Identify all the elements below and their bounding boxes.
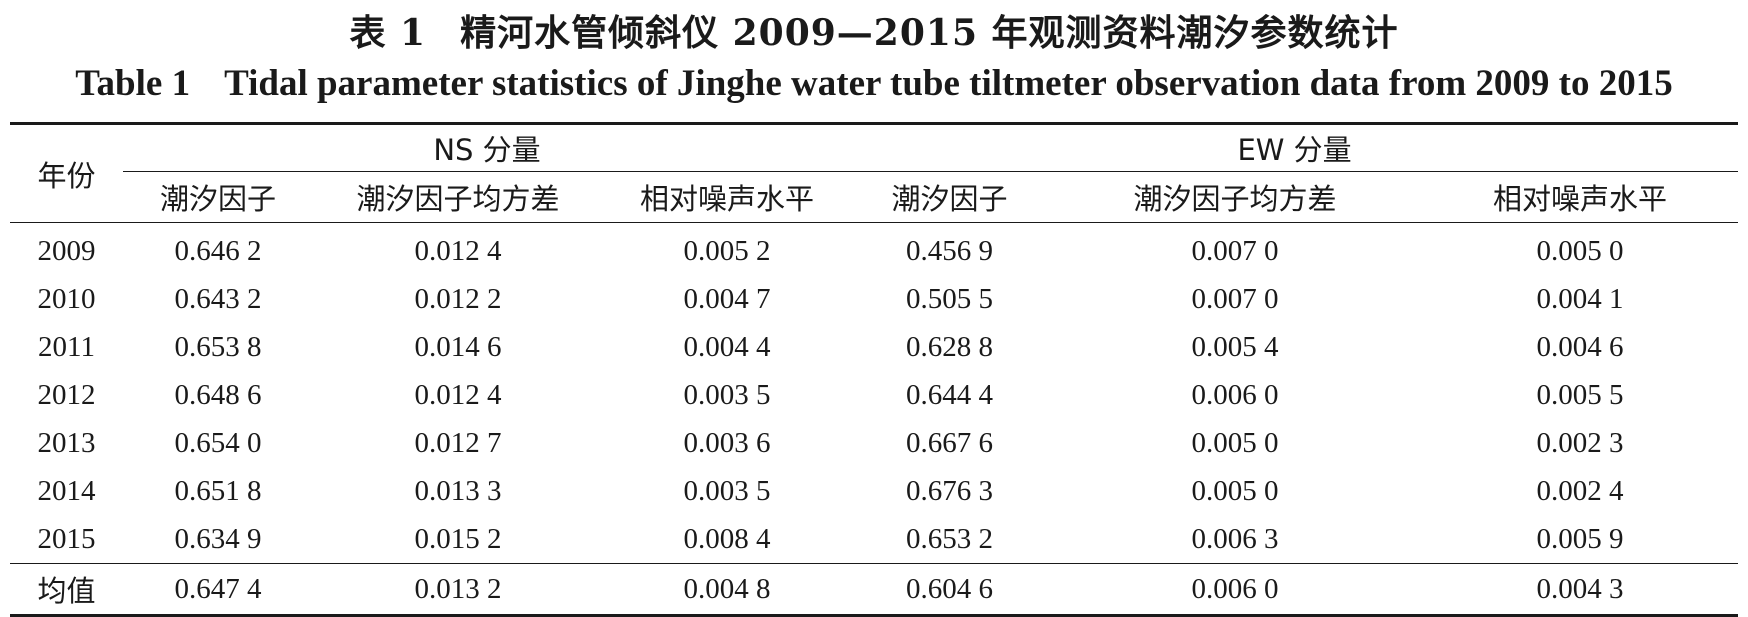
table-row: 2009 0.646 2 0.012 4 0.005 2 0.456 9 0.0…	[10, 223, 1738, 276]
value-cell: 0.012 4	[414, 234, 502, 267]
value-cell: 0.013 3	[414, 474, 502, 507]
value-cell: 0.003 6	[683, 426, 771, 459]
mean-value-cell: 0.604 6	[851, 563, 1049, 617]
value-cell: 0.644 4	[906, 378, 994, 411]
table-caption-english: Tidal parameter statistics of Jinghe wat…	[224, 63, 1673, 104]
table-number-chinese: 表 1	[349, 12, 427, 54]
value-cell: 0.646 2	[174, 234, 262, 267]
value-cell: 0.003 5	[683, 378, 771, 411]
value-cell: 0.014 6	[414, 330, 502, 363]
table-caption-chinese: 精河水管倾斜仪 2009—2015 年观测资料潮汐参数统计	[460, 12, 1399, 54]
value-cell: 0.628 8	[906, 330, 994, 363]
year-cell: 2010	[37, 282, 96, 315]
table-row: 2014 0.651 8 0.013 3 0.003 5 0.676 3 0.0…	[10, 467, 1738, 515]
year-cell: 2009	[37, 234, 96, 267]
value-cell: 0.004 1	[1536, 282, 1624, 315]
mean-value-cell: 0.004 8	[603, 563, 852, 617]
value-cell: 0.004 7	[683, 282, 771, 315]
table-row: 2012 0.648 6 0.012 4 0.003 5 0.644 4 0.0…	[10, 371, 1738, 419]
year-column-header: 年份	[10, 122, 123, 223]
table-row: 2010 0.643 2 0.012 2 0.004 7 0.505 5 0.0…	[10, 275, 1738, 323]
value-cell: 0.005 4	[1191, 330, 1279, 363]
value-cell: 0.003 5	[683, 474, 771, 507]
value-cell: 0.634 9	[123, 515, 313, 564]
value-cell: 0.005 2	[683, 234, 771, 267]
ns-tidal-factor-header: 潮汐因子	[123, 171, 313, 223]
value-cell: 0.004 4	[683, 330, 771, 363]
mean-value-cell: 0.013 2	[313, 563, 603, 617]
value-cell: 0.005 9	[1422, 515, 1739, 564]
ns-component-header: NS 分量	[123, 122, 852, 172]
ew-tidal-factor-rmse-header: 潮汐因子均方差	[1048, 171, 1423, 223]
value-cell: 0.008 4	[603, 515, 852, 564]
value-cell: 0.676 3	[906, 474, 994, 507]
value-cell: 0.651 8	[174, 474, 262, 507]
value-cell: 0.005 0	[1191, 474, 1279, 507]
year-cell: 2015	[10, 515, 123, 564]
value-cell: 0.005 0	[1191, 426, 1279, 459]
value-cell: 0.007 0	[1191, 234, 1279, 267]
value-cell: 0.007 0	[1191, 282, 1279, 315]
ew-component-header: EW 分量	[851, 122, 1739, 172]
ns-tidal-factor-rmse-header: 潮汐因子均方差	[313, 171, 603, 223]
value-cell: 0.648 6	[174, 378, 262, 411]
table-title-english: Table 1 Tidal parameter statistics of Jin…	[0, 60, 1748, 108]
value-cell: 0.006 3	[1048, 515, 1423, 564]
value-cell: 0.505 5	[906, 282, 994, 315]
value-cell: 0.667 6	[906, 426, 994, 459]
value-cell: 0.002 4	[1536, 474, 1624, 507]
mean-label-cell: 均值	[10, 563, 123, 617]
table-number-english: Table 1	[75, 63, 191, 104]
year-cell: 2011	[38, 330, 95, 363]
value-cell: 0.012 2	[414, 282, 502, 315]
mean-value-cell: 0.004 3	[1422, 563, 1739, 617]
table-title-chinese: 表 1 精河水管倾斜仪 2009—2015 年观测资料潮汐参数统计	[0, 8, 1748, 58]
ns-relative-noise-header: 相对噪声水平	[603, 171, 852, 223]
value-cell: 0.653 8	[174, 330, 262, 363]
value-cell: 0.004 6	[1536, 330, 1624, 363]
value-cell: 0.005 5	[1536, 378, 1624, 411]
tidal-parameter-table: 年份 NS 分量 EW 分量 潮汐因子 潮汐因子均方差 相对噪声水平 潮汐因子 …	[10, 122, 1739, 617]
value-cell: 0.654 0	[174, 426, 262, 459]
value-cell: 0.005 0	[1536, 234, 1624, 267]
year-cell: 2014	[37, 474, 96, 507]
value-cell: 0.015 2	[313, 515, 603, 564]
value-cell: 0.002 3	[1536, 426, 1624, 459]
table-row: 2015 0.634 9 0.015 2 0.008 4 0.653 2 0.0…	[10, 515, 1739, 564]
table-row: 2011 0.653 8 0.014 6 0.004 4 0.628 8 0.0…	[10, 323, 1738, 371]
value-cell: 0.653 2	[851, 515, 1049, 564]
ew-relative-noise-header: 相对噪声水平	[1422, 171, 1739, 223]
value-cell: 0.012 4	[414, 378, 502, 411]
mean-row: 均值 0.647 4 0.013 2 0.004 8 0.604 6 0.006…	[10, 563, 1739, 617]
ew-tidal-factor-header: 潮汐因子	[851, 171, 1049, 223]
year-cell: 2012	[37, 378, 96, 411]
value-cell: 0.456 9	[906, 234, 994, 267]
value-cell: 0.006 0	[1191, 378, 1279, 411]
mean-value-cell: 0.647 4	[123, 563, 313, 617]
value-cell: 0.643 2	[174, 282, 262, 315]
value-cell: 0.012 7	[414, 426, 502, 459]
table-row: 2013 0.654 0 0.012 7 0.003 6 0.667 6 0.0…	[10, 419, 1738, 467]
mean-value-cell: 0.006 0	[1048, 563, 1423, 617]
year-cell: 2013	[37, 426, 96, 459]
